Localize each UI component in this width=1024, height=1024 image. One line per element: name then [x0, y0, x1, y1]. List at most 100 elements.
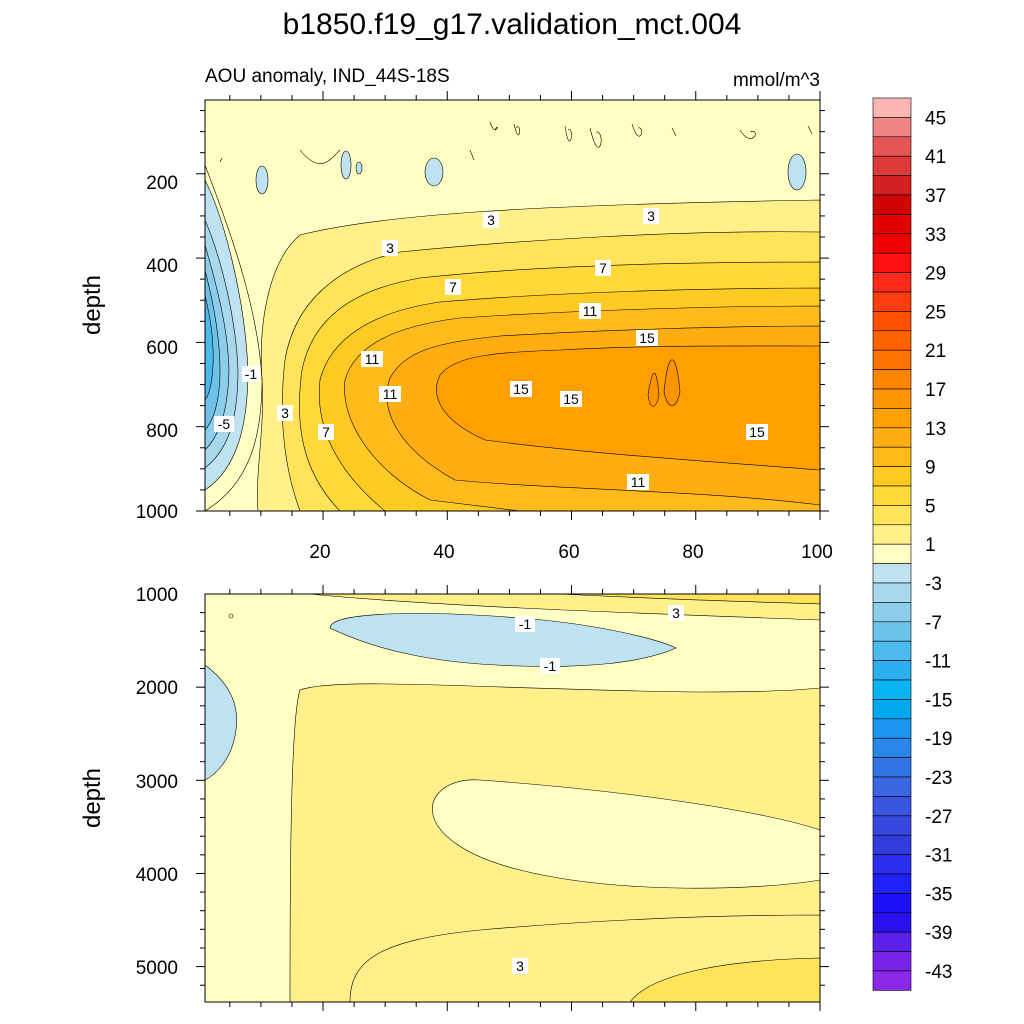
- lower-plot-area: [205, 594, 820, 1002]
- svg-text:11: 11: [631, 474, 646, 490]
- colorbar-label: 17: [925, 380, 946, 401]
- upper-ytick-label: 600: [146, 338, 178, 359]
- upper-contour-label: 11: [579, 303, 601, 319]
- upper-frame: [204, 99, 821, 512]
- colorbar-swatch: [872, 757, 912, 778]
- svg-text:7: 7: [599, 260, 607, 276]
- subtitle-left: AOU anomaly, IND_44S-18S: [205, 66, 450, 87]
- colorbar-swatch: [872, 931, 912, 952]
- colorbar-label: 45: [925, 108, 946, 129]
- upper-xtick-label: 80: [682, 542, 703, 563]
- upper-ytick-label: 200: [146, 173, 178, 194]
- lower-ytick-label: 2000: [136, 678, 178, 699]
- colorbar-swatch: [872, 776, 912, 797]
- upper-contour-label: 7: [318, 424, 334, 440]
- lower-frame: [204, 593, 821, 1003]
- lower-contour-line: [289, 683, 820, 1002]
- colorbar-swatch: [872, 563, 912, 584]
- upper-surface-contours: [469, 121, 813, 161]
- colorbar-swatch: [872, 718, 912, 739]
- colorbar-label: -27: [925, 807, 952, 828]
- lower-fill-1-inner: [432, 779, 820, 889]
- svg-text:11: 11: [365, 351, 380, 367]
- upper-contour-label: 3: [643, 208, 659, 224]
- upper-contour-label: 3: [382, 240, 398, 256]
- upper-contour-label: -5: [214, 416, 234, 432]
- colorbar-swatch: [872, 873, 912, 894]
- svg-text:3: 3: [281, 405, 289, 421]
- svg-text:7: 7: [449, 279, 457, 295]
- chart-title: b1850.f19_g17.validation_mct.004: [283, 8, 742, 41]
- upper-fill-15: [436, 345, 820, 471]
- svg-text:15: 15: [513, 381, 529, 397]
- upper-blob-5: [787, 153, 807, 191]
- upper-blob-3: [424, 157, 444, 187]
- upper-xtick-label: 60: [558, 542, 579, 563]
- lower-blob: [228, 613, 234, 619]
- colorbar-swatch: [872, 737, 912, 758]
- upper-contour-label: 15: [510, 381, 532, 397]
- colorbar-label: 29: [925, 264, 946, 285]
- lower-fill-5-top: [559, 594, 820, 605]
- upper-xtick-label: 100: [801, 542, 833, 563]
- colorbar-swatch: [872, 311, 912, 332]
- colorbar-label: 21: [925, 341, 946, 362]
- upper-blob-1: [255, 165, 269, 195]
- colorbar-swatch: [872, 466, 912, 487]
- lower-fill-m1-west: [205, 664, 237, 781]
- colorbar-swatch: [872, 815, 912, 836]
- colorbar-swatch: [872, 97, 912, 118]
- colorbar-swatch: [872, 427, 912, 448]
- lower-ylabel: depth: [79, 768, 106, 828]
- lower-fill-3-top: [309, 594, 820, 621]
- svg-text:-1: -1: [544, 658, 557, 674]
- colorbar-swatch: [872, 912, 912, 933]
- colorbar-label: -3: [925, 574, 942, 595]
- colorbar-swatch: [872, 291, 912, 312]
- colorbar-label: 33: [925, 225, 946, 246]
- lower-ytick-label: 1000: [136, 585, 178, 606]
- colorbar-swatch: [872, 660, 912, 681]
- svg-text:3: 3: [386, 240, 394, 256]
- lower-contour-label: 3: [668, 605, 684, 621]
- upper-contour-label: 11: [379, 386, 401, 402]
- colorbar-swatch: [872, 485, 912, 506]
- upper-contour-label: 15: [560, 391, 582, 407]
- colorbar-swatch: [872, 602, 912, 623]
- upper-blob-2: [340, 150, 352, 180]
- upper-contour-label: 3: [483, 212, 499, 228]
- colorbar-swatch: [872, 214, 912, 235]
- colorbar-swatch: [872, 679, 912, 700]
- colorbar-label: -39: [925, 923, 952, 944]
- colorbar-swatch: [872, 970, 912, 991]
- upper-blob-4: [355, 161, 363, 175]
- colorbar-label: 41: [925, 147, 946, 168]
- svg-text:3: 3: [672, 605, 680, 621]
- colorbar-swatch: [872, 233, 912, 254]
- upper-contour-label: 11: [361, 351, 383, 367]
- svg-text:15: 15: [749, 424, 765, 440]
- colorbar-label: -7: [925, 613, 942, 634]
- colorbar-swatch: [872, 524, 912, 545]
- colorbar-swatch: [872, 272, 912, 293]
- colorbar-swatch: [872, 408, 912, 429]
- colorbar-labels: 45 41 37 33 29 25 21 17 13 9 5 1 -3 -7 -11 -15 -19 -23 -27…: [925, 108, 952, 983]
- upper-contour-label: 3: [277, 405, 293, 421]
- svg-text:11: 11: [583, 303, 598, 319]
- colorbar-label: 9: [925, 458, 936, 479]
- colorbar-swatch: [872, 155, 912, 176]
- upper-ytick-label: 800: [146, 421, 178, 442]
- colorbar-swatch: [872, 505, 912, 526]
- colorbar-swatch: [872, 369, 912, 390]
- upper-contour-label: 15: [746, 424, 768, 440]
- colorbar-swatch: [872, 252, 912, 273]
- colorbar-swatch: [872, 854, 912, 875]
- upper-ytick-label: 1000: [136, 502, 178, 523]
- colorbar-swatch: [872, 194, 912, 215]
- colorbar-label: 1: [925, 535, 936, 556]
- svg-text:15: 15: [639, 330, 655, 346]
- colorbar-swatch: [872, 446, 912, 467]
- colorbar-swatch: [872, 349, 912, 370]
- upper-fill-m9: [205, 294, 214, 401]
- lower-contour-label: 3: [512, 958, 528, 974]
